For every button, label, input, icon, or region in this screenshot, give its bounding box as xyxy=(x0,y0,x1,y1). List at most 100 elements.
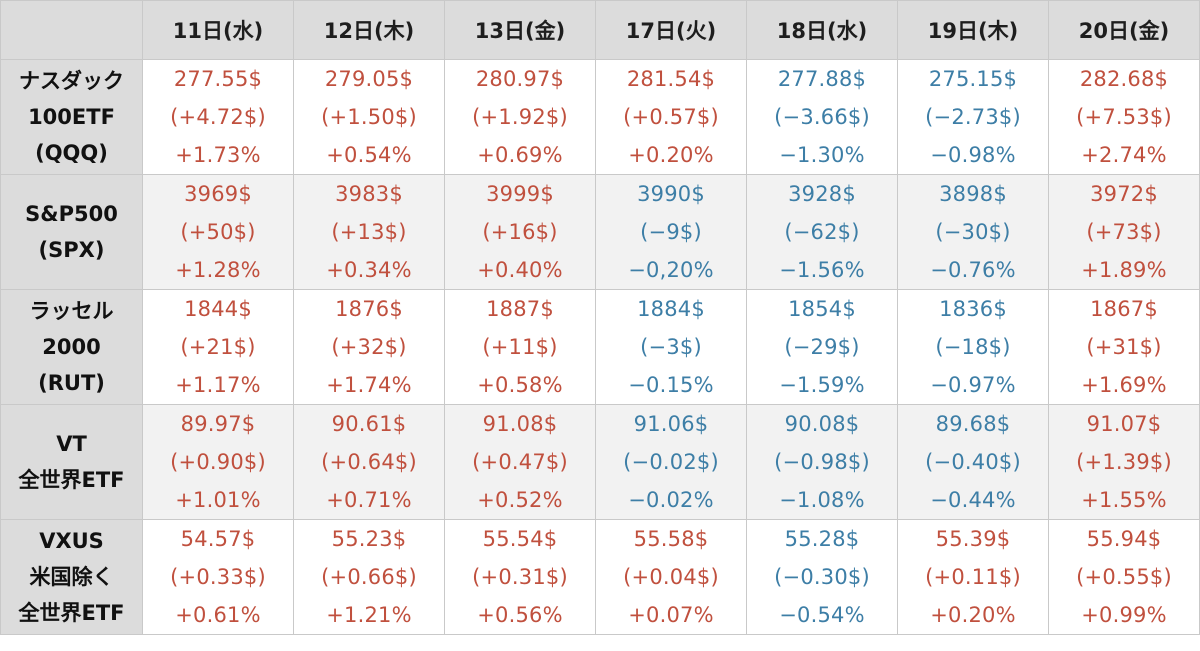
price-value: 55.39$ xyxy=(935,527,1011,551)
price-cell: 89.68$ (−0.40$) −0.44% xyxy=(897,404,1049,520)
price-cell: 1836$ (−18$) −0.97% xyxy=(897,289,1049,405)
price-cell: 91.06$ (−0.02$) −0.02% xyxy=(595,404,747,520)
percent-change: −0,20% xyxy=(628,258,714,282)
change-value: (+31$) xyxy=(1086,335,1162,359)
price-value: 281.54$ xyxy=(626,67,716,91)
column-header-date: 19日(木) xyxy=(897,0,1049,60)
price-cell: 55.54$ (+0.31$) +0.56% xyxy=(444,519,596,635)
percent-change: +1.74% xyxy=(326,373,412,397)
percent-change: +0.56% xyxy=(477,603,563,627)
price-value: 275.15$ xyxy=(928,67,1018,91)
change-value: (−62$) xyxy=(784,220,860,244)
price-cell: 90.08$ (−0.98$) −1.08% xyxy=(746,404,898,520)
price-value: 1836$ xyxy=(939,297,1007,321)
percent-change: +0.20% xyxy=(930,603,1016,627)
column-header-date: 12日(木) xyxy=(293,0,445,60)
price-cell: 277.88$ (−3.66$) −1.30% xyxy=(746,59,898,175)
row-label-line: (RUT) xyxy=(38,371,105,395)
price-cell: 1884$ (−3$) −0.15% xyxy=(595,289,747,405)
percent-change: −0.44% xyxy=(930,488,1016,512)
price-cell: 90.61$ (+0.64$) +0.71% xyxy=(293,404,445,520)
price-value: 1876$ xyxy=(335,297,403,321)
header-row: 11日(水) 12日(木) 13日(金) 17日(火) 18日(水) 19日(木… xyxy=(0,0,1200,60)
change-value: (+13$) xyxy=(331,220,407,244)
price-cell: 91.08$ (+0.47$) +0.52% xyxy=(444,404,596,520)
change-value: (+73$) xyxy=(1086,220,1162,244)
table-row: VT 全世界ETF 89.97$ (+0.90$) +1.01% 90.61$ (+0.64… xyxy=(0,404,1200,520)
price-cell: 55.23$ (+0.66$) +1.21% xyxy=(293,519,445,635)
table-row: ナスダック 100ETF (QQQ) 277.55$ (+4.72$) +1.73% 279… xyxy=(0,59,1200,175)
price-cell: 55.28$ (−0.30$) −0.54% xyxy=(746,519,898,635)
price-value: 3983$ xyxy=(335,182,403,206)
change-value: (+0.31$) xyxy=(472,565,568,589)
percent-change: +1.28% xyxy=(175,258,261,282)
price-cell: 3928$ (−62$) −1.56% xyxy=(746,174,898,290)
price-cell: 3972$ (+73$) +1.89% xyxy=(1048,174,1200,290)
price-value: 89.97$ xyxy=(180,412,256,436)
row-label: S&P500 (SPX) xyxy=(0,174,143,290)
percent-change: +0.61% xyxy=(175,603,261,627)
change-value: (+11$) xyxy=(482,335,558,359)
row-label-line: 全世界ETF xyxy=(18,468,125,492)
change-value: (−0.40$) xyxy=(925,450,1021,474)
price-value: 90.61$ xyxy=(331,412,407,436)
change-value: (+0.90$) xyxy=(170,450,266,474)
percent-change: −0.97% xyxy=(930,373,1016,397)
change-value: (−18$) xyxy=(935,335,1011,359)
price-cell: 1887$ (+11$) +0.58% xyxy=(444,289,596,405)
percent-change: +2.74% xyxy=(1081,143,1167,167)
change-value: (−9$) xyxy=(640,220,702,244)
row-label-line: 2000 xyxy=(42,335,101,359)
change-value: (+0.57$) xyxy=(623,105,719,129)
row-label-line: 全世界ETF xyxy=(18,601,125,625)
price-value: 3898$ xyxy=(939,182,1007,206)
percent-change: +1.21% xyxy=(326,603,412,627)
price-value: 3972$ xyxy=(1090,182,1158,206)
price-value: 280.97$ xyxy=(475,67,565,91)
change-value: (−0.02$) xyxy=(623,450,719,474)
row-label-line: (QQQ) xyxy=(35,141,108,165)
price-cell: 55.94$ (+0.55$) +0.99% xyxy=(1048,519,1200,635)
price-cell: 54.57$ (+0.33$) +0.61% xyxy=(142,519,294,635)
price-cell: 3990$ (−9$) −0,20% xyxy=(595,174,747,290)
percent-change: −1.59% xyxy=(779,373,865,397)
change-value: (−2.73$) xyxy=(925,105,1021,129)
price-cell: 277.55$ (+4.72$) +1.73% xyxy=(142,59,294,175)
price-cell: 280.97$ (+1.92$) +0.69% xyxy=(444,59,596,175)
row-label-line: 米国除く xyxy=(29,565,114,589)
percent-change: +1.01% xyxy=(175,488,261,512)
row-label-line: ナスダック xyxy=(19,69,124,93)
percent-change: +0.71% xyxy=(326,488,412,512)
change-value: (+0.04$) xyxy=(623,565,719,589)
price-cell: 275.15$ (−2.73$) −0.98% xyxy=(897,59,1049,175)
price-value: 1884$ xyxy=(637,297,705,321)
price-value: 91.07$ xyxy=(1086,412,1162,436)
column-header-date: 13日(金) xyxy=(444,0,596,60)
change-value: (−0.98$) xyxy=(774,450,870,474)
percent-change: +0.52% xyxy=(477,488,563,512)
change-value: (+0.11$) xyxy=(925,565,1021,589)
change-value: (−29$) xyxy=(784,335,860,359)
column-header-date: 18日(水) xyxy=(746,0,898,60)
percent-change: +1.17% xyxy=(175,373,261,397)
change-value: (+50$) xyxy=(180,220,256,244)
change-value: (+0.66$) xyxy=(321,565,417,589)
price-value: 3999$ xyxy=(486,182,554,206)
column-header-date: 17日(火) xyxy=(595,0,747,60)
row-label-line: VT xyxy=(56,432,87,456)
change-value: (−30$) xyxy=(935,220,1011,244)
percent-change: +0.69% xyxy=(477,143,563,167)
row-label: VT 全世界ETF xyxy=(0,404,143,520)
change-value: (+0.55$) xyxy=(1076,565,1172,589)
row-label: VXUS 米国除く 全世界ETF xyxy=(0,519,143,635)
row-label-line: S&P500 xyxy=(25,202,118,226)
price-value: 55.28$ xyxy=(784,527,860,551)
percent-change: +0.54% xyxy=(326,143,412,167)
change-value: (+1.39$) xyxy=(1076,450,1172,474)
percent-change: −1.56% xyxy=(779,258,865,282)
price-cell: 281.54$ (+0.57$) +0.20% xyxy=(595,59,747,175)
change-value: (+32$) xyxy=(331,335,407,359)
price-value: 91.06$ xyxy=(633,412,709,436)
percent-change: −1.08% xyxy=(779,488,865,512)
index-price-table: 11日(水) 12日(木) 13日(金) 17日(火) 18日(水) 19日(木… xyxy=(0,0,1200,635)
